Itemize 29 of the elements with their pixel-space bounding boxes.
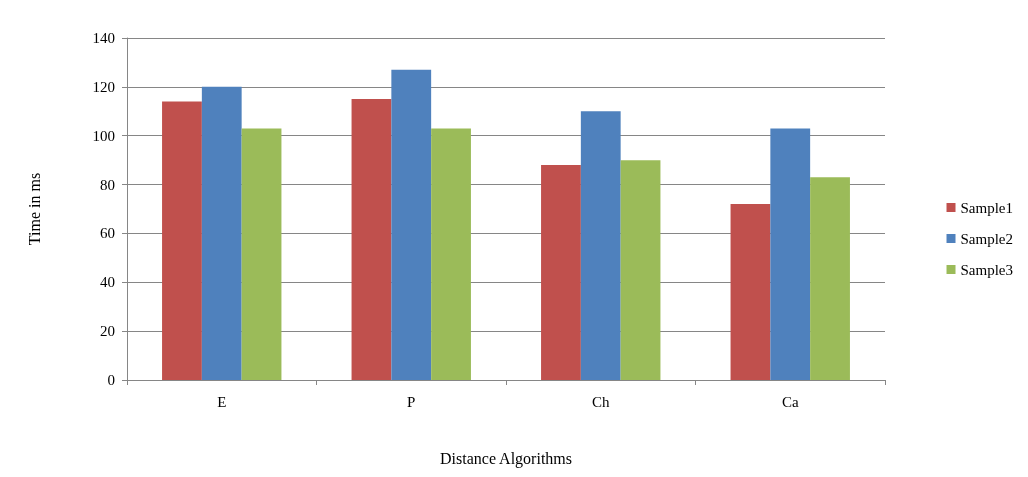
legend-label: Sample1 <box>960 199 1014 216</box>
legend-label: Sample3 <box>960 261 1014 278</box>
bar <box>580 111 621 380</box>
y-tick-label: 140 <box>92 30 115 46</box>
y-tick-label: 60 <box>100 225 115 242</box>
bar <box>351 99 392 380</box>
bar <box>541 165 581 380</box>
bar <box>810 177 850 380</box>
x-tick-label: E <box>217 393 227 410</box>
y-tick-label: 80 <box>100 176 115 193</box>
bar <box>770 128 811 380</box>
y-tick-label: 0 <box>107 372 115 388</box>
bar <box>201 86 242 380</box>
bar <box>730 204 771 380</box>
bar <box>241 128 282 380</box>
bar <box>391 69 432 380</box>
bar <box>620 160 661 380</box>
bar <box>431 128 471 380</box>
bar <box>162 101 202 380</box>
y-axis-title: Time in ms <box>25 172 43 246</box>
x-tick-label: Ca <box>781 393 799 410</box>
x-tick-label: Ch <box>591 393 610 410</box>
legend-label: Sample2 <box>960 230 1014 247</box>
x-axis-title: Distance Algorithms <box>440 449 572 468</box>
y-tick-label: 120 <box>92 78 115 95</box>
y-tick-label: 20 <box>100 323 115 340</box>
y-tick-label: 40 <box>100 274 115 291</box>
x-tick-label: P <box>407 393 416 410</box>
y-tick-label: 100 <box>92 127 115 144</box>
